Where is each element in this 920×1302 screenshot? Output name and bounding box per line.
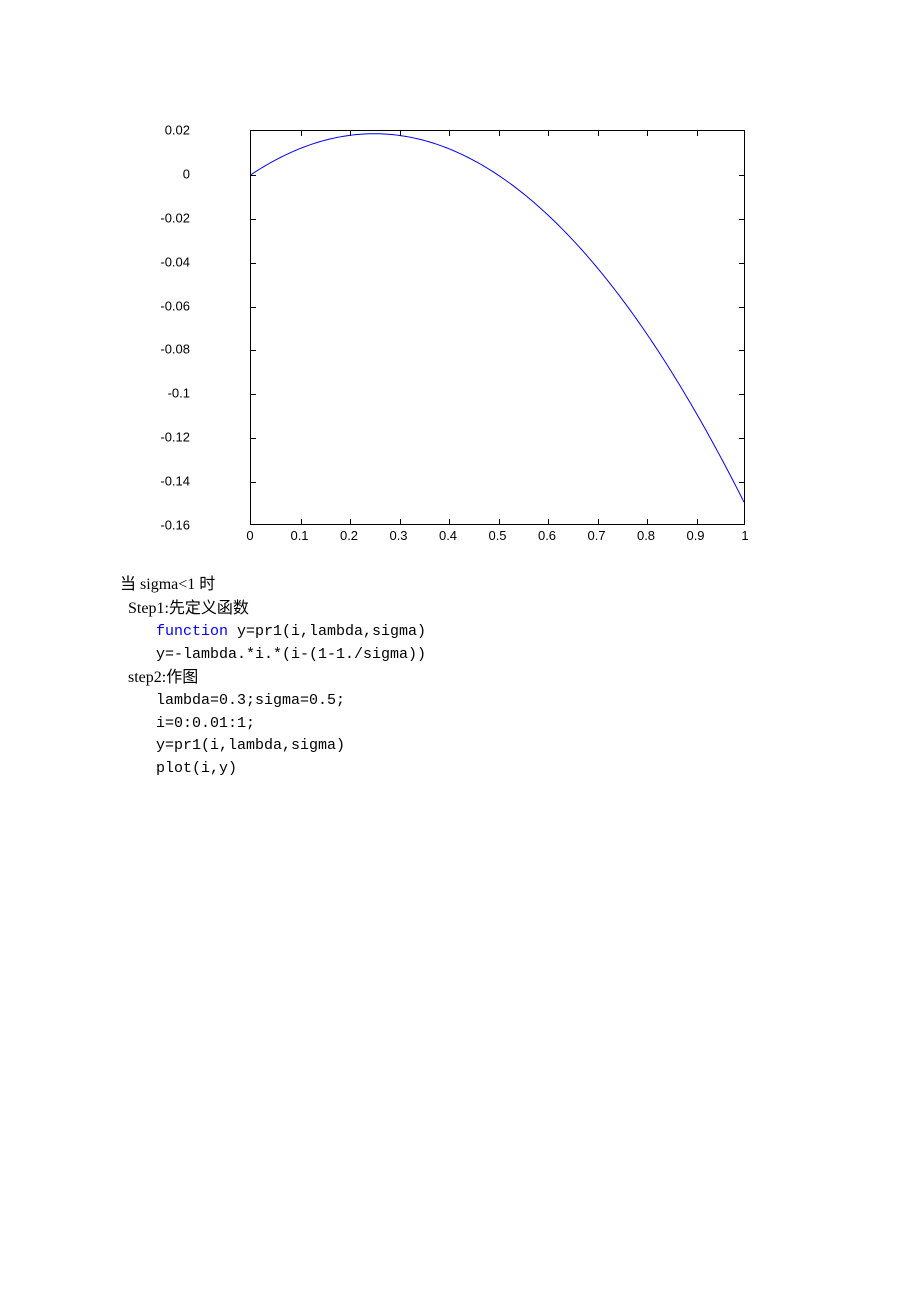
condition-line: 当 sigma<1 时 bbox=[120, 573, 920, 597]
y-tick-label: -0.02 bbox=[140, 210, 190, 225]
plot-area bbox=[250, 130, 745, 525]
code-line-4: i=0:0.01:1; bbox=[156, 713, 920, 736]
code-line-2: y=-lambda.*i.*(i-(1-1./sigma)) bbox=[156, 644, 920, 667]
x-tick-label: 0.4 bbox=[439, 528, 457, 543]
x-tick-label: 0.7 bbox=[587, 528, 605, 543]
y-tick-label: 0.02 bbox=[140, 123, 190, 138]
text-section: 当 sigma<1 时 Step1:先定义函数 function y=pr1(i… bbox=[120, 573, 920, 780]
code-line-5: y=pr1(i,lambda,sigma) bbox=[156, 735, 920, 758]
chart-container: 0.020-0.02-0.04-0.06-0.08-0.1-0.12-0.14-… bbox=[195, 130, 755, 525]
code-line-3: lambda=0.3;sigma=0.5; bbox=[156, 690, 920, 713]
line-curve bbox=[251, 131, 744, 524]
y-tick-label: -0.12 bbox=[140, 430, 190, 445]
x-tick-label: 0.3 bbox=[389, 528, 407, 543]
step1-line: Step1:先定义函数 bbox=[128, 597, 920, 621]
y-tick-label: -0.14 bbox=[140, 474, 190, 489]
x-tick-label: 0 bbox=[246, 528, 253, 543]
y-tick-label: -0.06 bbox=[140, 298, 190, 313]
x-tick-label: 0.6 bbox=[538, 528, 556, 543]
y-tick-label: -0.1 bbox=[140, 386, 190, 401]
y-tick-label: -0.04 bbox=[140, 254, 190, 269]
x-tick-label: 0.5 bbox=[488, 528, 506, 543]
y-tick-label: -0.16 bbox=[140, 518, 190, 533]
x-tick-label: 0.8 bbox=[637, 528, 655, 543]
x-tick-label: 0.2 bbox=[340, 528, 358, 543]
y-tick-label: 0 bbox=[140, 166, 190, 181]
x-tick-label: 0.1 bbox=[290, 528, 308, 543]
step2-line: step2:作图 bbox=[128, 666, 920, 690]
x-tick-label: 1 bbox=[741, 528, 748, 543]
x-tick-label: 0.9 bbox=[686, 528, 704, 543]
y-tick-label: -0.08 bbox=[140, 342, 190, 357]
code-line-6: plot(i,y) bbox=[156, 758, 920, 781]
code-line-1: function y=pr1(i,lambda,sigma) bbox=[156, 621, 920, 644]
